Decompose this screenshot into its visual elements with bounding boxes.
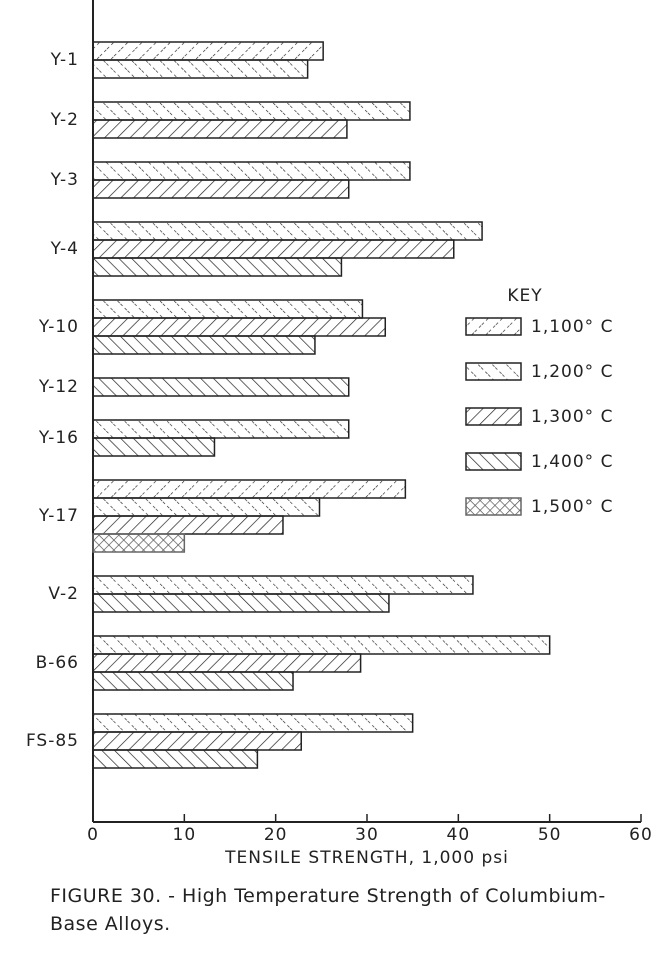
bar bbox=[92, 119, 348, 139]
bar bbox=[92, 731, 302, 751]
bar bbox=[92, 479, 407, 499]
x-tick-label: 20 bbox=[264, 825, 288, 845]
bar bbox=[92, 419, 350, 439]
bar bbox=[92, 335, 316, 355]
y-tick-label: Y-2 bbox=[50, 110, 79, 130]
x-tick-label: 0 bbox=[87, 825, 99, 845]
y-tick-label: Y-10 bbox=[38, 317, 79, 337]
legend-swatch bbox=[465, 362, 522, 381]
x-tick-label: 10 bbox=[173, 825, 197, 845]
legend-label: 1,200° C bbox=[531, 362, 613, 382]
bar bbox=[92, 671, 294, 691]
x-tick-label: 40 bbox=[447, 825, 471, 845]
bar bbox=[92, 257, 343, 277]
legend-label: 1,100° C bbox=[531, 317, 613, 337]
bar bbox=[92, 749, 259, 769]
x-tick-label: 30 bbox=[355, 825, 379, 845]
bar bbox=[92, 161, 411, 181]
legend-label: 1,300° C bbox=[531, 407, 613, 427]
bar bbox=[92, 179, 350, 199]
bar bbox=[92, 437, 216, 457]
bar bbox=[92, 497, 321, 517]
legend-label: 1,500° C bbox=[531, 497, 613, 517]
y-tick-label: Y-4 bbox=[50, 239, 79, 259]
x-tick-label: 50 bbox=[538, 825, 562, 845]
bar bbox=[92, 653, 362, 673]
y-tick-label: B-66 bbox=[36, 653, 79, 673]
y-tick-label: Y-12 bbox=[38, 377, 79, 397]
bar bbox=[92, 713, 414, 733]
bar bbox=[92, 377, 350, 397]
bar bbox=[92, 59, 309, 79]
legend-title: KEY bbox=[507, 286, 542, 306]
bar bbox=[92, 533, 186, 553]
bar bbox=[92, 515, 284, 535]
x-tick-label: 60 bbox=[629, 825, 653, 845]
bar bbox=[92, 101, 411, 121]
legend-label: 1,400° C bbox=[531, 452, 613, 472]
legend-swatch bbox=[465, 497, 522, 516]
bar bbox=[92, 239, 455, 259]
bar bbox=[92, 593, 390, 613]
bar bbox=[92, 317, 387, 337]
bar bbox=[92, 299, 364, 319]
bar bbox=[92, 221, 483, 241]
legend-swatch bbox=[465, 452, 522, 471]
y-tick-label: FS-85 bbox=[26, 731, 79, 751]
legend-swatch bbox=[465, 407, 522, 426]
y-tick-label: Y-17 bbox=[38, 506, 79, 526]
y-tick-label: Y-3 bbox=[50, 170, 79, 190]
x-axis-label: TENSILE STRENGTH, 1,000 psi bbox=[224, 848, 509, 868]
y-tick-label: V-2 bbox=[48, 584, 79, 604]
legend-swatch bbox=[465, 317, 522, 336]
chart: TENSILE STRENGTH, 1,000 psi KEY 0 10 20 30 4… bbox=[26, 0, 653, 868]
y-tick-label: Y-1 bbox=[50, 50, 79, 70]
bar bbox=[92, 575, 474, 595]
caption: FIGURE 30. - High Temperature Strength o… bbox=[50, 885, 606, 935]
bar bbox=[92, 635, 551, 655]
y-tick-label: Y-16 bbox=[38, 428, 79, 448]
bar bbox=[92, 41, 324, 61]
